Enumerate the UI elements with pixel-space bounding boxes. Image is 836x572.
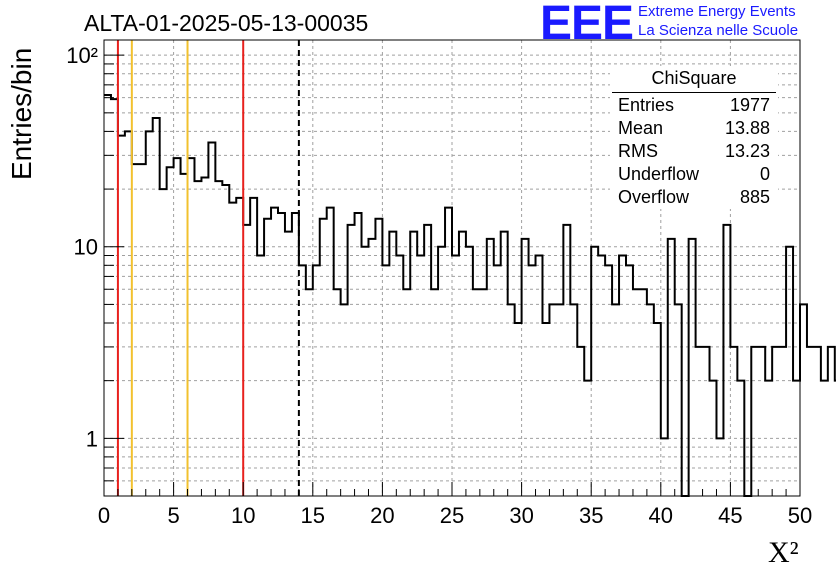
x-tick-label: 35 xyxy=(579,503,603,528)
stats-value: 1977 xyxy=(729,95,770,115)
y-axis-label: Entries/bin xyxy=(6,47,37,180)
x-tick-label: 25 xyxy=(440,503,464,528)
y-tick-label: 10² xyxy=(66,43,98,68)
x-tick-label: 50 xyxy=(788,503,812,528)
chart-title: ALTA-01-2025-05-13-00035 xyxy=(84,10,369,36)
x-tick-label: 10 xyxy=(231,503,255,528)
histogram-line xyxy=(104,93,836,497)
stats-title: ChiSquare xyxy=(612,66,776,93)
stats-label: Entries xyxy=(618,95,675,115)
x-tick-label: 5 xyxy=(167,503,179,528)
stats-row-underflow: Underflow 0 xyxy=(610,163,778,186)
y-tick-label: 10 xyxy=(74,235,98,260)
stats-row-mean: Mean 13.88 xyxy=(610,117,778,140)
stats-value: 0 xyxy=(759,164,770,184)
stats-label: RMS xyxy=(618,141,658,161)
x-tick-label: 0 xyxy=(98,503,110,528)
logo-caption-line1: Extreme Energy Events xyxy=(638,3,796,20)
stats-label: Underflow xyxy=(618,164,700,184)
logo-caption-line2: La Scienza nelle Scuole xyxy=(638,22,799,39)
stats-label: Mean xyxy=(618,118,664,138)
x-axis-label: X² xyxy=(768,536,799,569)
stats-value: 13.23 xyxy=(724,141,770,161)
stats-value: 13.88 xyxy=(724,118,770,138)
x-tick-label: 15 xyxy=(301,503,325,528)
x-tick-label: 20 xyxy=(370,503,394,528)
x-tick-label: 45 xyxy=(718,503,742,528)
stats-row-overflow: Overflow 885 xyxy=(610,186,778,209)
x-tick-label: 40 xyxy=(649,503,673,528)
stats-row-entries: Entries 1977 xyxy=(610,94,778,117)
stats-row-rms: RMS 13.23 xyxy=(610,140,778,163)
stats-label: Overflow xyxy=(618,187,690,207)
stats-value: 885 xyxy=(739,187,770,207)
stats-box: ChiSquare Entries 1977 Mean 13.88 RMS 13.23 Un… xyxy=(610,66,778,209)
y-tick-label: 1 xyxy=(86,426,98,451)
x-tick-label: 30 xyxy=(509,503,533,528)
